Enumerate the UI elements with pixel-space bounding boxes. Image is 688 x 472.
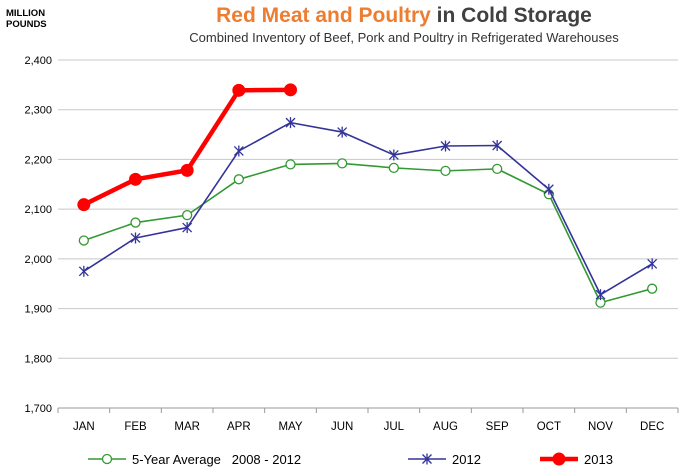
data-point-series-2 <box>492 140 503 152</box>
x-tick-label: FEB <box>124 421 147 433</box>
x-tick-label: AUG <box>433 421 458 433</box>
data-point-series-1 <box>440 165 451 177</box>
data-point-series-3 <box>129 172 142 186</box>
x-tick-label: APR <box>227 421 251 433</box>
legend-marker-1 <box>101 453 113 465</box>
data-point-series-1 <box>647 283 658 294</box>
data-point-series-1 <box>78 235 89 246</box>
data-point-series-2 <box>595 289 606 301</box>
chart-title: Red Meat and Poultry in Cold Storage <box>120 4 688 28</box>
x-tick-label: MAR <box>174 421 200 433</box>
y-tick-label: 2,400 <box>24 55 52 67</box>
data-point-series-3 <box>232 83 246 97</box>
data-point-series-2 <box>233 145 244 157</box>
data-point-series-1 <box>182 209 193 221</box>
x-tick-label: MAY <box>278 421 302 433</box>
x-tick-label: JUN <box>331 421 353 433</box>
data-point-series-2 <box>543 183 554 195</box>
data-point-series-3 <box>180 163 194 177</box>
data-point-series-1 <box>388 162 399 174</box>
data-point-series-2 <box>130 232 141 244</box>
data-point-series-2 <box>337 126 348 138</box>
y-axis-label-line-2: POUNDS <box>6 19 47 30</box>
data-point-series-3 <box>284 83 297 97</box>
chart-title-part-1: Red Meat and Poultry <box>216 4 431 27</box>
legend-label-2: 2012 <box>452 452 481 467</box>
data-point-series-2 <box>78 265 89 277</box>
legend-label-1: 5-Year Average 2008 - 2012 <box>132 452 301 467</box>
data-point-series-2 <box>182 222 193 234</box>
data-point-series-1 <box>130 217 141 228</box>
x-tick-label: JUL <box>384 421 405 433</box>
legend-label-3: 2013 <box>584 452 613 467</box>
y-tick-label: 1,800 <box>24 353 52 365</box>
data-point-series-2 <box>440 140 451 152</box>
data-point-series-2 <box>285 117 296 129</box>
y-axis-label: MILLION POUNDS <box>6 8 47 30</box>
y-tick-label: 2,000 <box>24 254 52 266</box>
series-line-2 <box>83 121 653 296</box>
x-tick-label: OCT <box>537 421 561 433</box>
y-tick-label: 1,900 <box>24 304 52 316</box>
data-point-series-1 <box>233 174 244 185</box>
y-tick-label: 2,100 <box>24 204 52 216</box>
chart-subtitle: Combined Inventory of Beef, Pork and Pou… <box>189 30 619 45</box>
legend-marker-3 <box>552 452 566 466</box>
data-point-series-2 <box>388 149 399 161</box>
legend-marker-2 <box>422 453 432 465</box>
series-line-1 <box>83 162 653 304</box>
data-point-series-2 <box>647 258 658 270</box>
chart-title-part-2: in Cold Storage <box>430 4 592 27</box>
y-tick-label: 1,700 <box>24 403 52 415</box>
data-point-series-1 <box>492 163 503 175</box>
data-point-series-1 <box>337 158 348 169</box>
series-line-3 <box>82 87 291 207</box>
x-tick-label: NOV <box>588 421 613 433</box>
y-tick-label: 2,200 <box>24 154 52 166</box>
x-tick-label: SEP <box>486 421 509 433</box>
chart-header: Red Meat and Poultry in Cold Storage Com… <box>120 4 688 45</box>
y-axis-label-line-1: MILLION <box>6 8 46 19</box>
x-tick-label: JAN <box>73 421 95 433</box>
data-point-series-3 <box>77 198 91 212</box>
x-tick-label: DEC <box>640 421 664 433</box>
y-tick-label: 2,300 <box>24 105 52 117</box>
data-point-series-1 <box>285 159 296 170</box>
